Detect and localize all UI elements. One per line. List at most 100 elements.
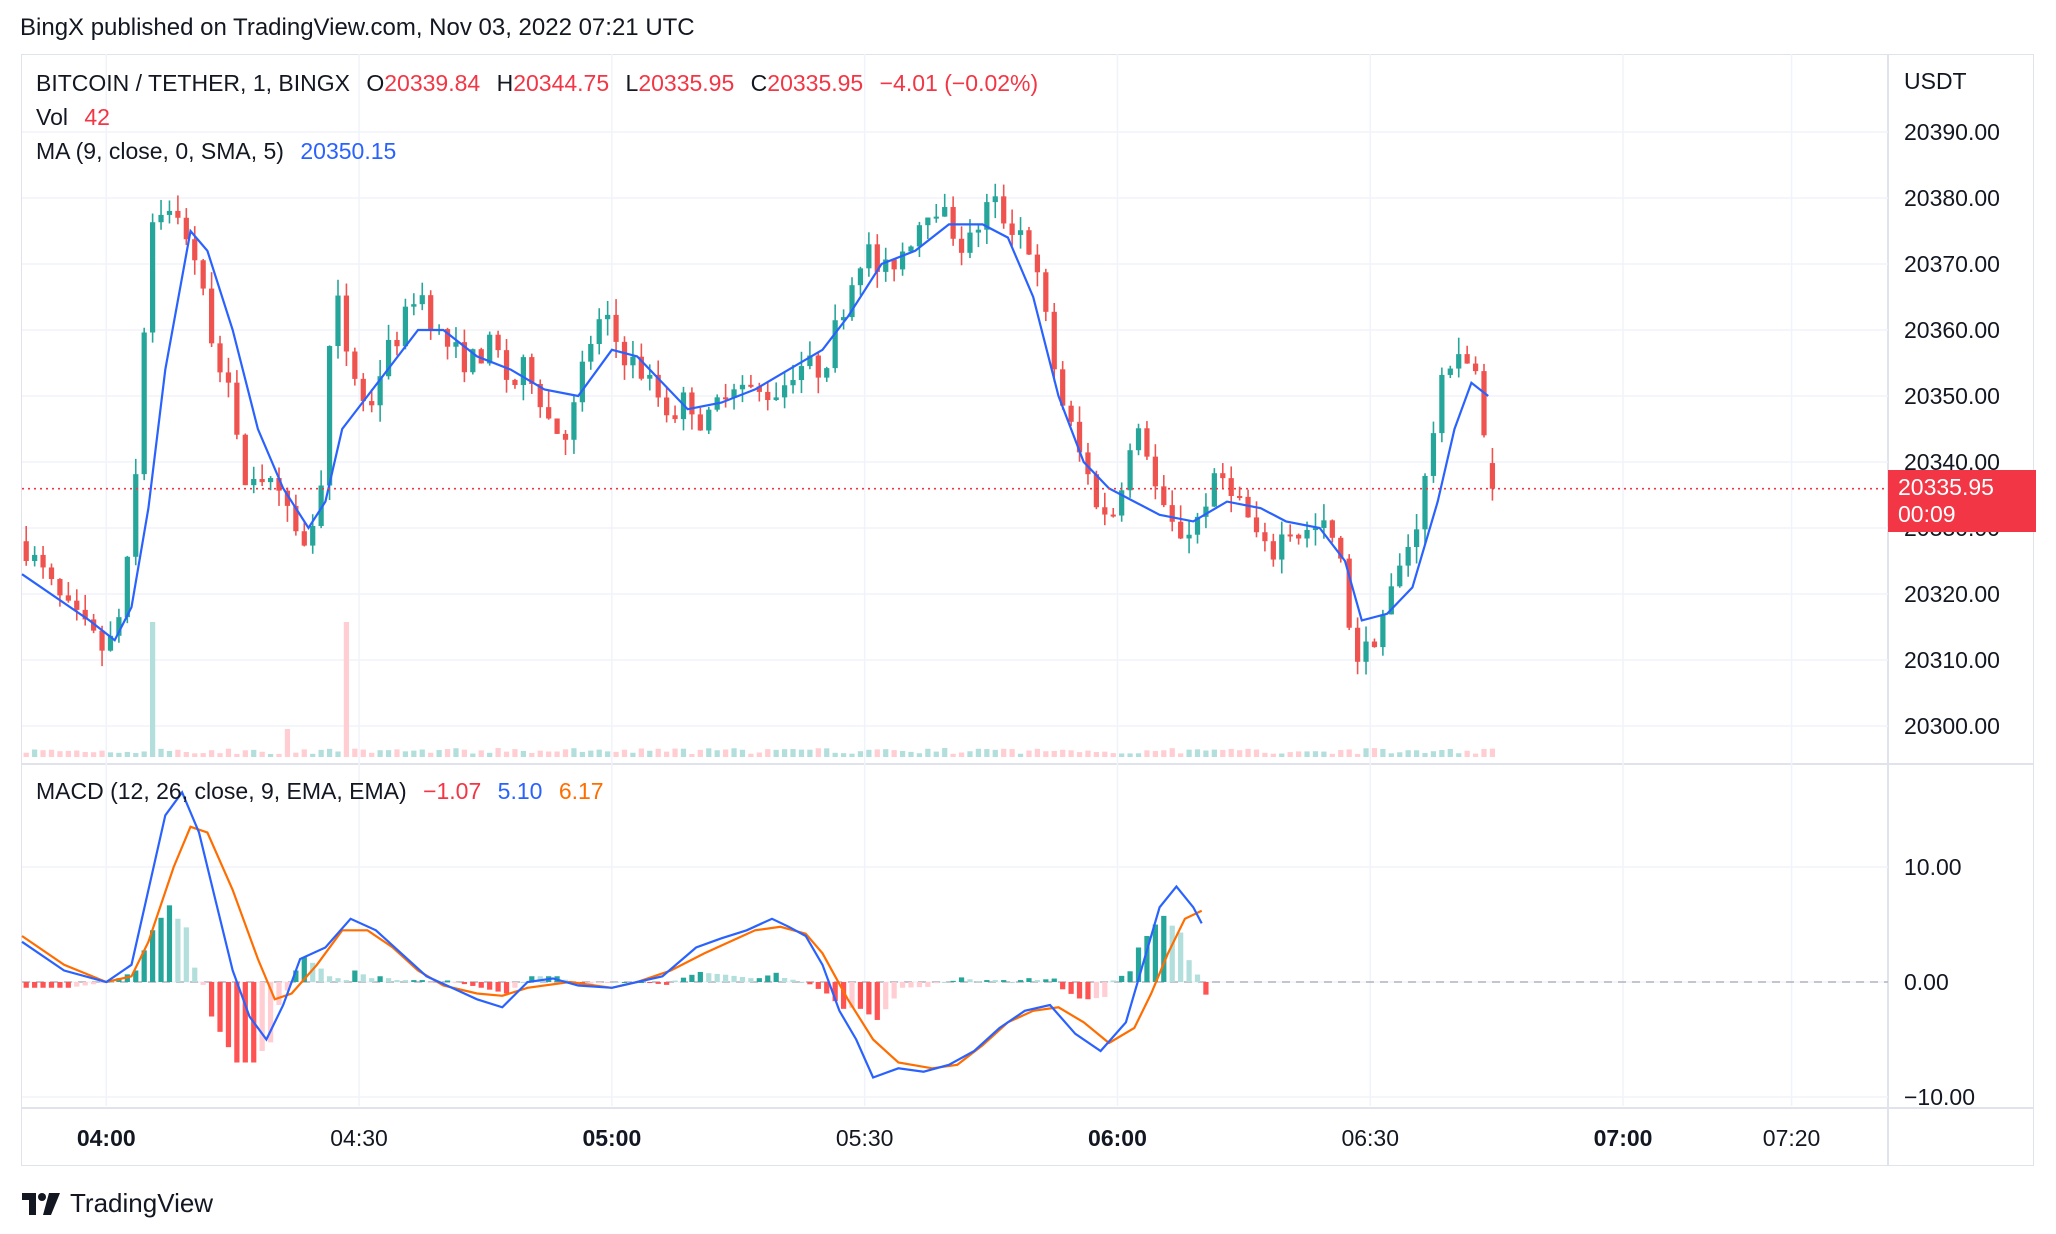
macd-histogram-bar: [891, 982, 897, 999]
candle-body: [613, 314, 619, 342]
macd-histogram-bar: [225, 982, 232, 1048]
macd-histogram-bar: [461, 982, 468, 985]
volume-bar: [166, 750, 173, 757]
macd-label[interactable]: MACD (12, 26, close, 9, EMA, EMA): [36, 778, 407, 804]
macd-histogram-bar: [925, 982, 931, 987]
macd-histogram-bar: [99, 982, 105, 984]
volume-bar: [419, 749, 425, 757]
volume-bar: [461, 749, 468, 757]
candle-body: [444, 329, 451, 347]
macd-histogram-bar: [765, 975, 771, 982]
candle-body: [65, 595, 71, 601]
macd-histogram-bar: [175, 918, 181, 982]
candle-body: [1464, 354, 1470, 364]
low-label: L: [625, 70, 639, 96]
macd-histogram-bar: [849, 982, 855, 1008]
macd-histogram-bar: [369, 978, 375, 982]
footer-brand[interactable]: TradingView: [22, 1188, 213, 1219]
volume-bar: [495, 748, 501, 757]
time-tick-label: 06:30: [1341, 1125, 1399, 1151]
macd-histogram-bar: [82, 982, 88, 986]
candle-body: [605, 314, 611, 320]
candle-body: [40, 554, 46, 568]
candle-body: [1321, 520, 1327, 529]
macd-tick-label: 10.00: [1904, 854, 1962, 880]
macd-histogram-bar: [284, 982, 291, 991]
candle-body: [1026, 230, 1032, 255]
candle-body: [571, 402, 577, 440]
candle-body: [765, 391, 771, 401]
candle-body: [1161, 486, 1167, 506]
candle-body: [453, 342, 459, 347]
vol-label[interactable]: Vol: [36, 104, 68, 130]
macd-histogram-bar: [487, 982, 493, 990]
macd-histogram-bar: [335, 978, 341, 982]
volume-bar: [1405, 750, 1411, 757]
volume-bar: [369, 752, 375, 757]
macd-histogram-bar: [1060, 982, 1066, 990]
candle-body: [259, 478, 265, 483]
volume-bar: [1481, 749, 1487, 757]
volume-bar: [402, 751, 409, 757]
candle-body: [529, 357, 535, 384]
volume-bar: [1304, 751, 1310, 757]
candle-body: [579, 361, 585, 403]
candle-body: [781, 385, 788, 398]
volume-bar: [124, 751, 130, 757]
candle-body: [933, 216, 939, 219]
macd-histogram-bar: [512, 982, 518, 988]
macd-tick-label: 0.00: [1904, 969, 1949, 995]
macd-histogram-bar: [588, 982, 594, 984]
last-price-tag: 20335.95 00:09: [1888, 470, 2036, 532]
volume-bar: [975, 748, 982, 757]
volume-bar: [385, 750, 392, 757]
volume-bar: [352, 748, 358, 757]
volume-bar: [1169, 748, 1175, 757]
candle-body: [74, 600, 80, 610]
macd-histogram-bar: [866, 982, 872, 1015]
volume-legend: Vol 42: [36, 104, 120, 131]
macd-histogram-bar: [444, 980, 451, 982]
volume-bar: [225, 748, 232, 757]
volume-bar: [1380, 748, 1386, 757]
candle-body: [242, 434, 248, 486]
macd-histogram-bar: [428, 982, 434, 983]
volume-bar: [680, 748, 687, 757]
macd-histogram-bar: [503, 982, 510, 994]
volume-bar: [478, 750, 484, 757]
candle-body: [234, 382, 240, 435]
volume-bar: [1287, 752, 1293, 757]
macd-histogram-bar: [874, 982, 880, 1020]
candle-body: [1371, 641, 1378, 648]
volume-bar: [259, 751, 265, 757]
volume-bar: [91, 752, 97, 757]
volume-bar: [1060, 749, 1066, 757]
volume-bar: [1312, 751, 1319, 757]
volume-bar: [487, 752, 493, 757]
candle-body: [1439, 374, 1445, 434]
volume-bar: [1017, 753, 1024, 757]
volume-bar: [411, 750, 417, 757]
macd-histogram-bar: [242, 982, 248, 1063]
candle-body: [1237, 495, 1243, 498]
candle-body: [1447, 368, 1453, 375]
volume-bar: [1194, 749, 1201, 757]
ma-label[interactable]: MA (9, close, 0, SMA, 5): [36, 138, 284, 164]
volume-bar: [1102, 751, 1108, 757]
volume-bar: [579, 751, 585, 757]
macd-histogram-bar: [1102, 982, 1108, 997]
symbol-name[interactable]: BITCOIN / TETHER, 1, BINGX: [36, 70, 350, 96]
price-axis-unit[interactable]: USDT: [1904, 68, 1967, 94]
macd-legend: MACD (12, 26, close, 9, EMA, EMA) −1.07 …: [36, 778, 614, 805]
candle-body: [840, 317, 847, 321]
candle-body: [470, 349, 476, 373]
volume-bar: [664, 751, 670, 757]
macd-histogram-bar: [815, 982, 821, 989]
macd-histogram-bar: [1009, 982, 1015, 983]
macd-histogram-bar: [680, 977, 687, 982]
macd-histogram-bar: [419, 980, 425, 982]
macd-histogram-bar: [1119, 975, 1125, 982]
candle-body: [1279, 534, 1285, 560]
volume-bar: [908, 751, 914, 757]
